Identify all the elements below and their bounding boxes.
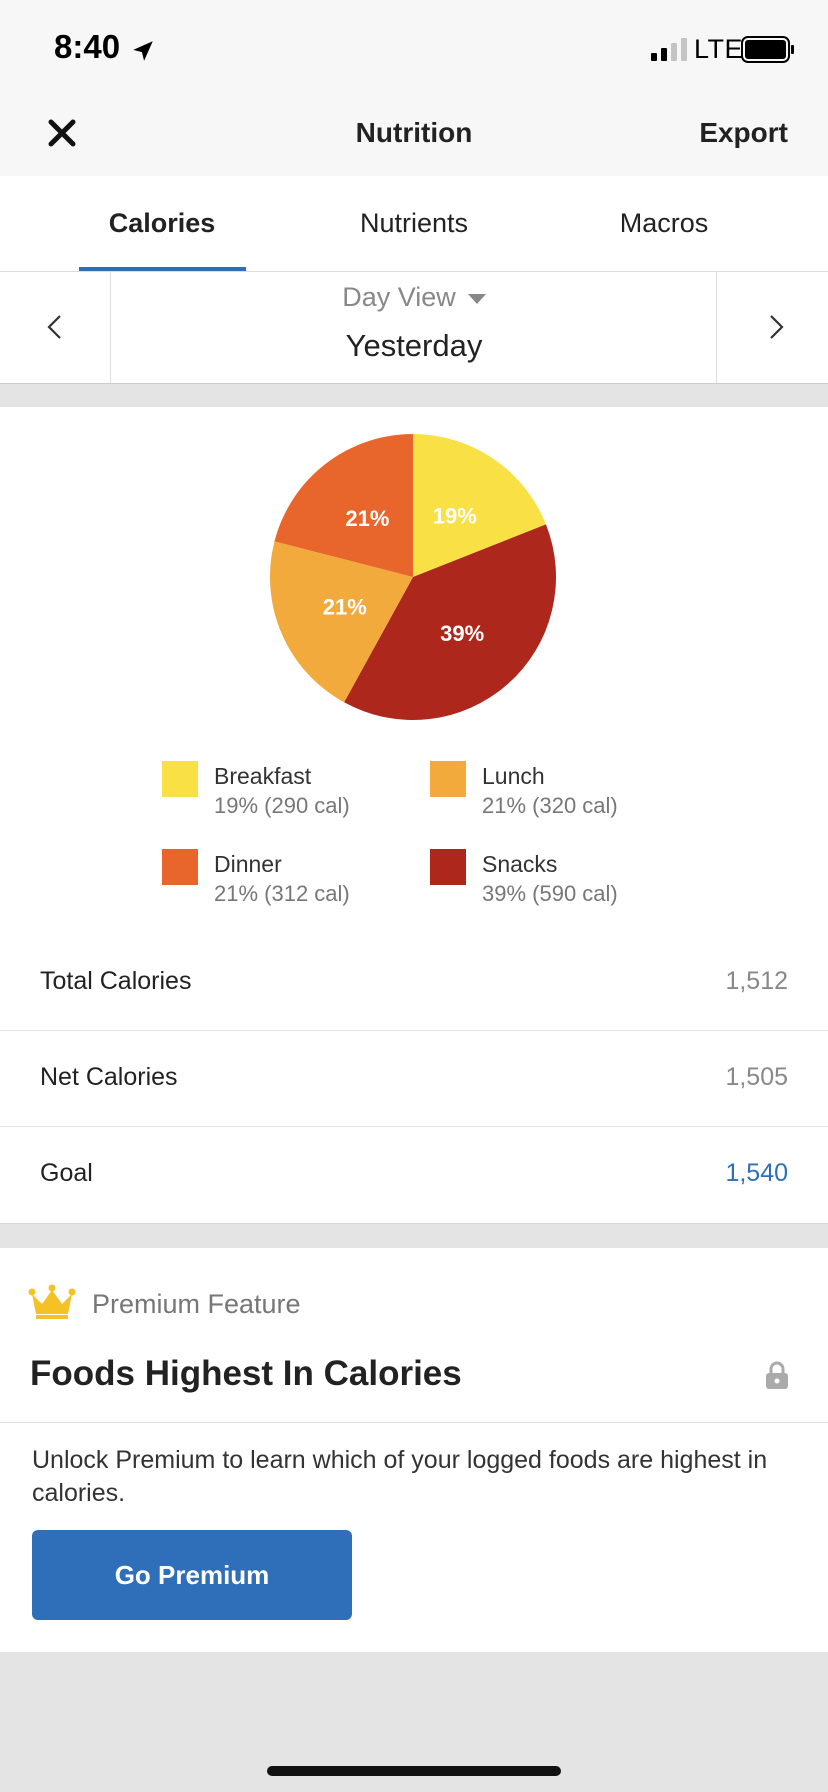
stat-label: Total Calories: [40, 967, 192, 995]
tab-bar: Calories Nutrients Macros: [0, 176, 828, 272]
stat-row-goal[interactable]: Goal 1,540: [0, 1127, 828, 1222]
legend-snacks: Snacks 39% (590 cal): [430, 847, 690, 917]
signal-strength-icon: [651, 38, 687, 61]
tab-calories[interactable]: Calories: [108, 208, 216, 238]
stat-row-total-calories[interactable]: Total Calories 1,512: [0, 935, 828, 1031]
stat-value: 1,505: [725, 1063, 788, 1091]
close-icon[interactable]: [46, 117, 78, 149]
premium-description: Unlock Premium to learn which of your lo…: [32, 1446, 768, 1507]
legend-detail: 21% (320 cal): [482, 793, 618, 818]
pie-slice-lunch[interactable]: [270, 541, 413, 703]
go-premium-button[interactable]: Go Premium: [32, 1530, 352, 1620]
legend-swatch: [162, 761, 198, 797]
day-view-label: Day View: [342, 282, 456, 312]
chevron-right-icon: [770, 315, 784, 339]
lock-icon: [766, 1361, 788, 1389]
stat-value: 1,540: [725, 1159, 788, 1187]
premium-title: Foods Highest In Calories: [30, 1354, 462, 1393]
pie-slice-breakfast[interactable]: [413, 434, 546, 577]
day-view-dropdown[interactable]: Day View: [0, 282, 828, 313]
stat-value: 1,512: [725, 967, 788, 995]
calories-pie-chart[interactable]: 19% 39% 21% 21%: [270, 434, 556, 720]
home-indicator: [267, 1766, 561, 1776]
battery-icon: [741, 36, 794, 63]
chevron-left-icon: [47, 315, 61, 339]
pie-slice-snacks[interactable]: [344, 524, 556, 720]
stat-label: Goal: [40, 1159, 93, 1187]
legend-lunch: Lunch 21% (320 cal): [430, 759, 690, 829]
status-time: 8:40: [54, 28, 121, 65]
pie-label-snacks: 39%: [440, 621, 484, 646]
selected-date: Yesterday: [345, 328, 483, 363]
export-button[interactable]: Export: [699, 117, 788, 148]
legend-detail: 21% (312 cal): [214, 881, 350, 906]
legend-name: Snacks: [482, 851, 558, 877]
pie-label-breakfast: 19%: [433, 503, 477, 528]
legend-name: Lunch: [482, 763, 545, 789]
tab-macros[interactable]: Macros: [619, 208, 709, 238]
caret-down-icon: [467, 293, 486, 304]
stat-label: Net Calories: [40, 1063, 178, 1091]
calories-chart-card: 19% 39% 21% 21% Breakfast 19% (290 cal) Lun…: [0, 407, 828, 936]
legend-detail: 19% (290 cal): [214, 793, 350, 818]
premium-badge: Premium Feature: [92, 1289, 301, 1319]
network-type: LTE: [694, 34, 744, 64]
pie-label-lunch: 21%: [323, 595, 367, 620]
navigation-bar: [0, 100, 828, 176]
location-arrow-icon: [133, 41, 153, 61]
legend-name: Dinner: [214, 851, 282, 877]
legend-swatch: [430, 849, 466, 885]
pie-label-dinner: 21%: [345, 506, 389, 531]
stat-row-net-calories[interactable]: Net Calories 1,505: [0, 1031, 828, 1127]
calorie-stats: Total Calories 1,512 Net Calories 1,505 …: [0, 935, 828, 1224]
divider: [0, 1422, 828, 1423]
crown-icon: [28, 1284, 76, 1319]
premium-feature-card: Premium Feature Foods Highest In Calorie…: [0, 1248, 828, 1652]
pie-slice-dinner[interactable]: [274, 434, 413, 577]
active-tab-indicator: [79, 267, 246, 271]
legend-dinner: Dinner 21% (312 cal): [162, 847, 422, 917]
tab-nutrients[interactable]: Nutrients: [359, 208, 469, 238]
legend-detail: 39% (590 cal): [482, 881, 618, 906]
next-day-button[interactable]: [716, 272, 828, 383]
page-title: Nutrition: [355, 117, 473, 148]
legend-name: Breakfast: [214, 763, 312, 789]
date-navigator: Day View Yesterday: [0, 272, 828, 384]
legend-swatch: [162, 849, 198, 885]
previous-day-button[interactable]: [0, 272, 111, 383]
legend-breakfast: Breakfast 19% (290 cal): [162, 759, 422, 829]
legend-swatch: [430, 761, 466, 797]
